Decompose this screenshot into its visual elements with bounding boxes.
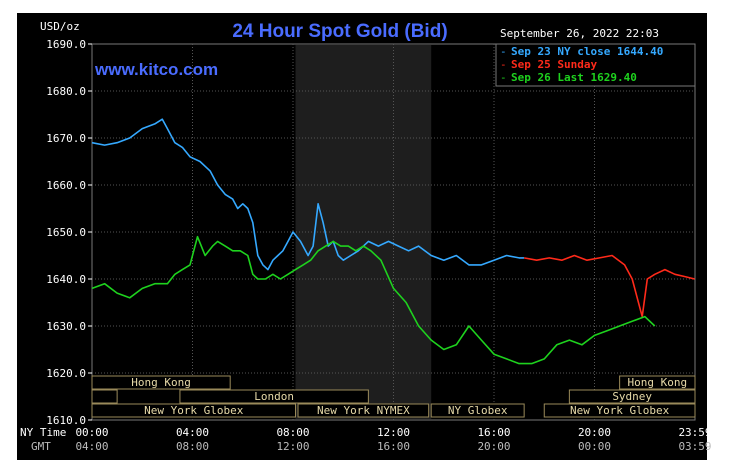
ny-time-row-label: NY Time	[20, 426, 66, 439]
session-bar	[568, 389, 696, 404]
price-lines	[91, 118, 695, 365]
legend-dash-sep23: -	[500, 45, 507, 58]
x-tick-label-ny: 20:00	[578, 426, 611, 439]
legend-entry-sep26: Sep 26 Last 1629.40	[511, 71, 637, 84]
series-line-2	[91, 235, 656, 365]
session-bars: Hong Kong London New York Globex New York N…	[91, 375, 696, 418]
gmt-row-label: GMT	[31, 440, 51, 453]
x-tick-label-ny: 23:59	[678, 426, 711, 439]
session-label: Hong Kong	[628, 376, 688, 389]
legend-box	[495, 43, 696, 87]
legend-dash-sep26: -	[500, 71, 507, 84]
x-axis-ticks: 00:0004:0004:0008:0008:0012:0012:0016:00…	[75, 426, 711, 453]
timestamp: September 26, 2022 22:03	[500, 27, 659, 40]
session-bar	[91, 389, 118, 404]
x-tick-label-ny: 12:00	[377, 426, 410, 439]
x-tick-label-gmt: 04:00	[75, 440, 108, 453]
legend: - Sep 23 NY close 1644.40 - Sep 25 Sunda…	[495, 43, 696, 87]
unit-label: USD/oz	[40, 20, 80, 33]
session-label: Sydney	[612, 390, 652, 403]
chart-title: 24 Hour Spot Gold (Bid)	[232, 21, 447, 42]
y-tick-label: 1630.0	[46, 320, 86, 333]
y-tick-label: 1660.0	[46, 179, 86, 192]
x-tick-label-ny: 08:00	[276, 426, 309, 439]
legend-entry-sep23: Sep 23 NY close 1644.40	[511, 45, 663, 58]
y-tick-label: 1670.0	[46, 132, 86, 145]
session-label: New York NYMEX	[317, 404, 410, 417]
session-label: London	[254, 390, 294, 403]
session-bar	[179, 389, 369, 404]
session-bar	[91, 375, 231, 390]
session-bar	[430, 403, 525, 418]
x-tick-label-ny: 16:00	[477, 426, 510, 439]
x-tick-label-ny: 04:00	[176, 426, 209, 439]
session-label: NY Globex	[448, 404, 508, 417]
session-label: Hong Kong	[131, 376, 191, 389]
x-tick-label-gmt: 00:00	[578, 440, 611, 453]
y-tick-label: 1680.0	[46, 85, 86, 98]
y-tick-label: 1620.0	[46, 367, 86, 380]
session-label: New York Globex	[570, 404, 670, 417]
session-bar	[543, 403, 696, 418]
session-bar	[619, 375, 696, 390]
session-bar	[297, 403, 430, 418]
legend-dash-sep25: -	[500, 58, 507, 71]
x-tick-label-gmt: 16:00	[377, 440, 410, 453]
y-tick-label: 1610.0	[46, 414, 86, 427]
y-axis-ticks: 1690.0 1680.0 1670.0 1660.0 1650.0 1640.0 1630…	[46, 38, 92, 427]
x-tick-label-gmt: 03:59	[678, 440, 711, 453]
series-line-0	[91, 118, 525, 271]
x-tick-label-gmt: 20:00	[477, 440, 510, 453]
market-hours-shade	[295, 45, 432, 419]
series-line-1	[523, 254, 695, 318]
y-tick-label: 1650.0	[46, 226, 86, 239]
legend-entry-sep25: Sep 25 Sunday	[511, 58, 597, 71]
y-tick-label: 1690.0	[46, 38, 86, 51]
y-tick-label: 1640.0	[46, 273, 86, 286]
x-tick-label-gmt: 08:00	[176, 440, 209, 453]
x-tick-label-gmt: 12:00	[276, 440, 309, 453]
session-label: New York Globex	[144, 404, 244, 417]
x-tick-label-ny: 00:00	[75, 426, 108, 439]
watermark: www.kitco.com	[94, 60, 218, 79]
session-bar	[91, 403, 297, 418]
